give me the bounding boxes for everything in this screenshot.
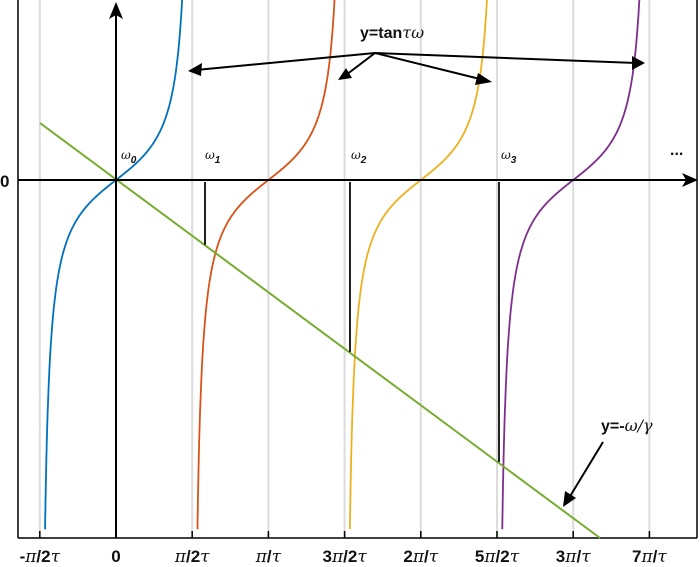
svg-text:ω3: ω3: [501, 148, 517, 166]
line-annotation: y=-ω/γ: [601, 416, 653, 435]
x-tick-label: 2π/τ: [403, 547, 438, 567]
intersection-droplines: [204, 182, 500, 462]
annotation-arrows: [188, 52, 645, 507]
x-tick-label: π/2τ: [174, 547, 210, 567]
x-tick-label: 3π/τ: [556, 547, 591, 567]
tan-branch-1: [196, 0, 336, 530]
x-tick-label: 3π/2τ: [322, 547, 367, 567]
y-axis-arrow-icon: [109, 2, 123, 19]
x-tick-label: π/τ: [255, 547, 282, 567]
tan-curves: [44, 0, 641, 530]
ellipsis-label: ...: [670, 142, 683, 159]
svg-text:ω0: ω0: [121, 148, 137, 166]
svg-text:ω1: ω1: [205, 148, 221, 166]
x-axis-arrow-icon: [682, 173, 698, 187]
tan-annotation: y=tanτω: [360, 23, 424, 42]
svg-text:ω2: ω2: [351, 148, 367, 166]
x-tick-label: 0: [111, 547, 120, 566]
vertical-gridlines: [38, 0, 651, 538]
x-tick-label: 7π/τ: [632, 547, 667, 567]
x-tick-labels: -π/2τ 0 π/2τ π/τ 3π/2τ 2π/τ 5π/2τ 3π/τ 7π/τ: [20, 547, 668, 567]
axes: [18, 2, 698, 538]
omega-labels: ω0 ω1 ω2 ω3: [121, 148, 517, 166]
tan-branch-0: [44, 0, 184, 530]
tan-branch-2: [349, 0, 488, 530]
y-zero-label: 0: [0, 172, 9, 191]
tan-branch-3: [501, 0, 641, 530]
line-y-neg-omega-over-gamma: [39, 122, 601, 539]
x-axis-ticks: [39, 531, 651, 538]
x-tick-label: -π/2τ: [20, 547, 61, 567]
x-tick-label: 5π/2τ: [475, 547, 520, 567]
plot-frame: [17, 0, 698, 539]
